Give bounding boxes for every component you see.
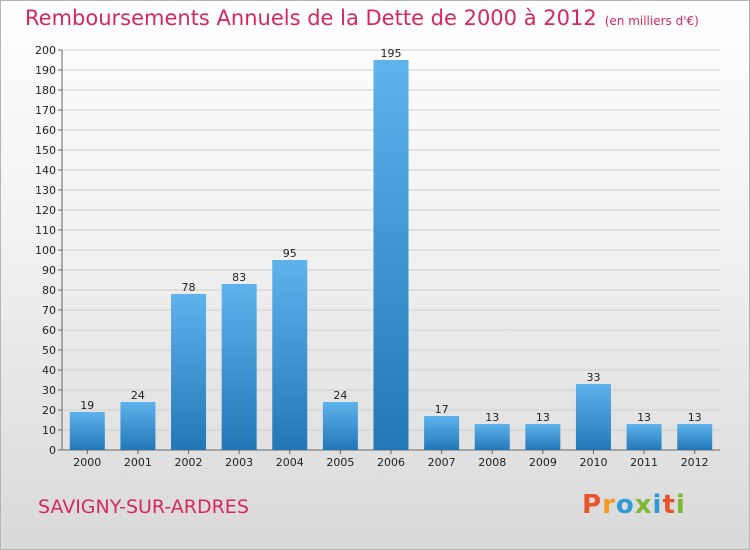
chart-unit-text: (en milliers d'€) [604, 14, 699, 28]
y-tick-label: 40 [42, 364, 56, 377]
x-tick-label: 2007 [428, 456, 456, 469]
y-tick-label: 0 [49, 444, 56, 457]
y-tick-label: 180 [35, 84, 56, 97]
y-tick-label: 120 [35, 204, 56, 217]
bar-2012 [677, 424, 713, 450]
y-tick-label: 30 [42, 384, 56, 397]
bar-2007 [424, 416, 460, 450]
bar-2000 [69, 412, 105, 450]
proxiti-logo: Proxiti [582, 490, 686, 520]
bar-2006 [373, 60, 409, 450]
y-tick-label: 200 [35, 44, 56, 57]
y-tick-label: 110 [35, 224, 56, 237]
bar-value-label: 83 [232, 271, 246, 284]
bar-value-label: 24 [131, 389, 145, 402]
bars [69, 60, 713, 450]
bar-2009 [525, 424, 561, 450]
bar-value-label: 13 [637, 411, 651, 424]
city-name: SAVIGNY-SUR-ARDRES [38, 496, 249, 518]
x-tick-label: 2010 [579, 456, 607, 469]
y-tick-label: 190 [35, 64, 56, 77]
y-tick-label: 170 [35, 104, 56, 117]
bar-2003 [221, 284, 257, 450]
x-tick-label: 2001 [124, 456, 152, 469]
bar-value-label: 95 [283, 247, 297, 260]
x-tick-label: 2006 [377, 456, 405, 469]
bar-value-label: 19 [80, 399, 94, 412]
x-tick-label: 2009 [529, 456, 557, 469]
bar-value-label: 13 [688, 411, 702, 424]
chart-title-text: Remboursements Annuels de la Dette de 20… [25, 6, 597, 30]
x-tick-label: 2011 [630, 456, 658, 469]
y-tick-label: 60 [42, 324, 56, 337]
logo-letter: x [634, 490, 653, 520]
bar-value-label: 13 [536, 411, 550, 424]
chart-title: Remboursements Annuels de la Dette de 20… [25, 6, 699, 30]
y-tick-label: 160 [35, 124, 56, 137]
bar-value-label: 24 [333, 389, 347, 402]
y-tick-label: 90 [42, 264, 56, 277]
bar-value-label: 78 [182, 281, 196, 294]
x-tick-label: 2005 [326, 456, 354, 469]
logo-letter: t [662, 490, 676, 520]
logo-letter: i [675, 490, 686, 520]
bar-value-label: 195 [381, 47, 402, 60]
y-tick-label: 80 [42, 284, 56, 297]
y-tick-label: 70 [42, 304, 56, 317]
bar-2002 [171, 294, 207, 450]
logo-letter: P [582, 490, 603, 520]
y-tick-label: 10 [42, 424, 56, 437]
bar-value-label: 13 [485, 411, 499, 424]
bar-value-label: 17 [435, 403, 449, 416]
x-tick-label: 2003 [225, 456, 253, 469]
y-tick-label: 50 [42, 344, 56, 357]
bar-2005 [322, 402, 358, 450]
bar-2010 [575, 384, 611, 450]
y-tick-label: 100 [35, 244, 56, 257]
logo-letter: r [602, 490, 616, 520]
y-tick-label: 130 [35, 184, 56, 197]
bar-2001 [120, 402, 156, 450]
x-tick-label: 2008 [478, 456, 506, 469]
bar-2011 [626, 424, 662, 450]
y-tick-label: 20 [42, 404, 56, 417]
bar-2008 [474, 424, 510, 450]
logo-letter: o [615, 490, 635, 520]
x-tick-label: 2002 [175, 456, 203, 469]
labels: 0 10 20 30 40 50 60 70 80 90 100 110 120 130 140 150 160… [35, 44, 709, 469]
logo-letter: i [652, 490, 663, 520]
bar-2004 [272, 260, 308, 450]
x-tick-label: 2004 [276, 456, 304, 469]
y-tick-label: 140 [35, 164, 56, 177]
x-tick-label: 2000 [73, 456, 101, 469]
x-tick-label: 2012 [681, 456, 709, 469]
y-tick-label: 150 [35, 144, 56, 157]
bar-value-label: 33 [586, 371, 600, 384]
